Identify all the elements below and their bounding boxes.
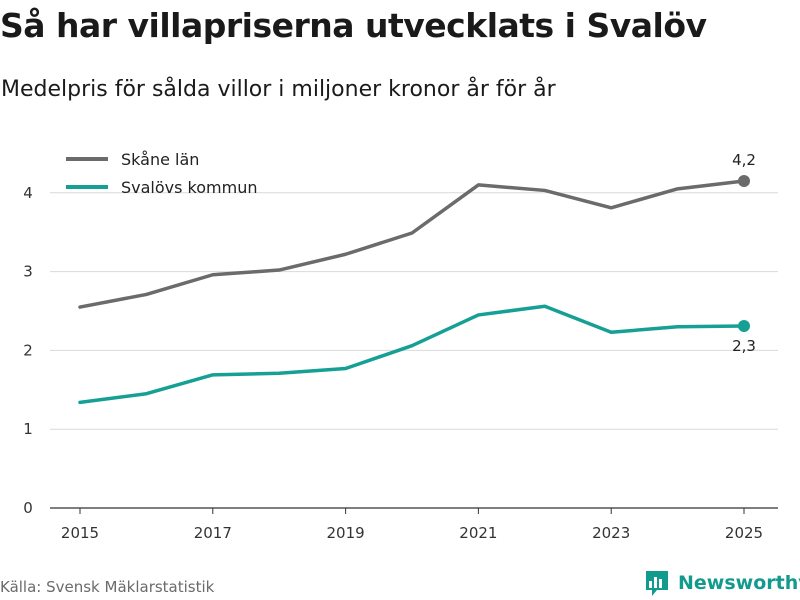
y-tick-label: 0 bbox=[23, 499, 33, 517]
source-note: Källa: Svensk Mäklarstatistik bbox=[0, 578, 215, 596]
end-value-label: 4,2 bbox=[732, 151, 756, 169]
x-tick-label: 2023 bbox=[592, 524, 630, 542]
series-line-svalovs-kommun bbox=[78, 304, 746, 405]
bar-chart-logo-icon bbox=[646, 571, 668, 596]
y-tick-label: 3 bbox=[23, 263, 33, 281]
x-tick-label: 2017 bbox=[194, 524, 232, 542]
x-tick-label: 2015 bbox=[61, 524, 99, 542]
y-tick-label: 4 bbox=[23, 184, 33, 202]
end-point-marker bbox=[738, 319, 750, 332]
x-tick-label: 2025 bbox=[725, 524, 763, 542]
x-tick-label: 2021 bbox=[459, 524, 497, 542]
legend-label: Skåne län bbox=[121, 150, 199, 169]
end-value-label: 2,3 bbox=[732, 337, 756, 355]
y-tick-label: 2 bbox=[23, 341, 33, 359]
newsworthy-logo: Newsworthy bbox=[644, 569, 800, 597]
y-tick-label: 1 bbox=[23, 420, 33, 438]
chart-subtitle: Medelpris för sålda villor i miljoner kr… bbox=[1, 77, 556, 102]
end-point-marker bbox=[738, 174, 750, 187]
chart-title: Så har villapriserna utvecklats i Svalöv bbox=[0, 6, 707, 45]
series-line-skane-lan bbox=[78, 179, 746, 309]
legend-label: Svalövs kommun bbox=[121, 178, 258, 197]
x-tick-label: 2019 bbox=[327, 524, 365, 542]
brand-name: Newsworthy bbox=[678, 572, 800, 594]
